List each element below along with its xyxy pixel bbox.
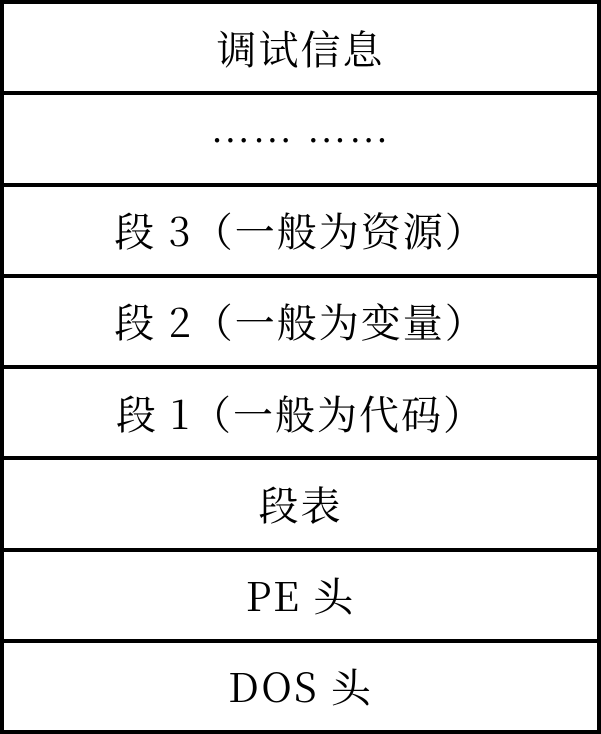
- pe-file-structure-diagram: 调试信息 …… …… 段 3（一般为资源） 段 2（一般为变量） 段 1（一般为…: [0, 0, 601, 734]
- row-label: 段表: [259, 484, 343, 524]
- row-section-1: 段 1（一般为代码）: [4, 369, 597, 460]
- row-label: PE 头: [246, 575, 356, 615]
- row-section-3: 段 3（一般为资源）: [4, 187, 597, 278]
- row-dos-header: DOS 头: [4, 643, 597, 730]
- row-section-table: 段表: [4, 460, 597, 551]
- row-section-2: 段 2（一般为变量）: [4, 278, 597, 369]
- row-pe-header: PE 头: [4, 552, 597, 643]
- row-label: 段 1（一般为代码）: [116, 393, 485, 433]
- row-ellipsis: …… ……: [4, 95, 597, 186]
- row-label: 调试信息: [217, 28, 385, 68]
- row-debug-info: 调试信息: [4, 4, 597, 95]
- row-label: 段 3（一般为资源）: [114, 210, 487, 250]
- row-label: 段 2（一般为变量）: [114, 301, 487, 341]
- row-label: DOS 头: [228, 666, 373, 706]
- row-label: …… ……: [210, 119, 390, 159]
